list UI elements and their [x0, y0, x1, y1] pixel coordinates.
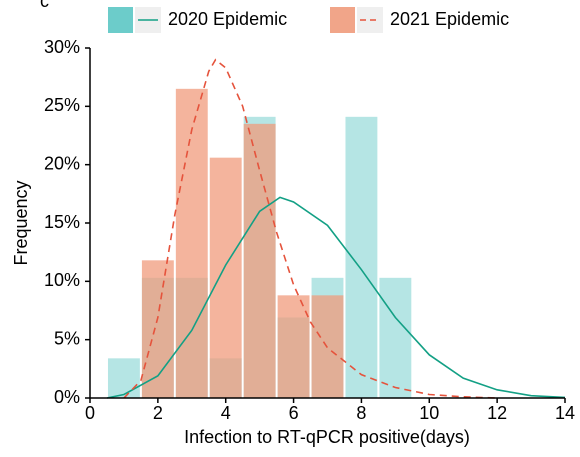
- y-tick-label: 10%: [44, 270, 80, 290]
- bar: [141, 260, 174, 398]
- x-tick-label: 10: [419, 403, 439, 423]
- legend-label: 2020 Epidemic: [168, 9, 287, 29]
- y-tick-label: 0%: [54, 387, 80, 407]
- x-tick-label: 14: [555, 403, 575, 423]
- x-tick-label: 2: [153, 403, 163, 423]
- y-axis-label: Frequency: [11, 180, 31, 265]
- bar: [243, 123, 276, 398]
- x-tick-label: 0: [85, 403, 95, 423]
- y-tick-label: 30%: [44, 37, 80, 57]
- panel-label: c: [40, 0, 49, 11]
- x-tick-label: 12: [487, 403, 507, 423]
- y-tick-label: 5%: [54, 328, 80, 348]
- x-tick-label: 4: [221, 403, 231, 423]
- y-tick-label: 20%: [44, 153, 80, 173]
- x-axis-label: Infection to RT-qPCR positive(days): [184, 427, 470, 447]
- density-curve: [106, 196, 566, 399]
- legend-swatch: [330, 7, 355, 33]
- bar: [379, 277, 412, 398]
- bar: [209, 157, 242, 398]
- bar: [345, 116, 378, 398]
- x-tick-label: 6: [289, 403, 299, 423]
- y-tick-label: 15%: [44, 212, 80, 232]
- density-curve: [123, 58, 498, 399]
- x-tick-label: 8: [356, 403, 366, 423]
- bar: [107, 358, 140, 398]
- bar: [175, 88, 208, 398]
- bar: [277, 295, 310, 398]
- y-tick-label: 25%: [44, 95, 80, 115]
- legend-label: 2021 Epidemic: [390, 9, 509, 29]
- legend-swatch: [108, 7, 133, 33]
